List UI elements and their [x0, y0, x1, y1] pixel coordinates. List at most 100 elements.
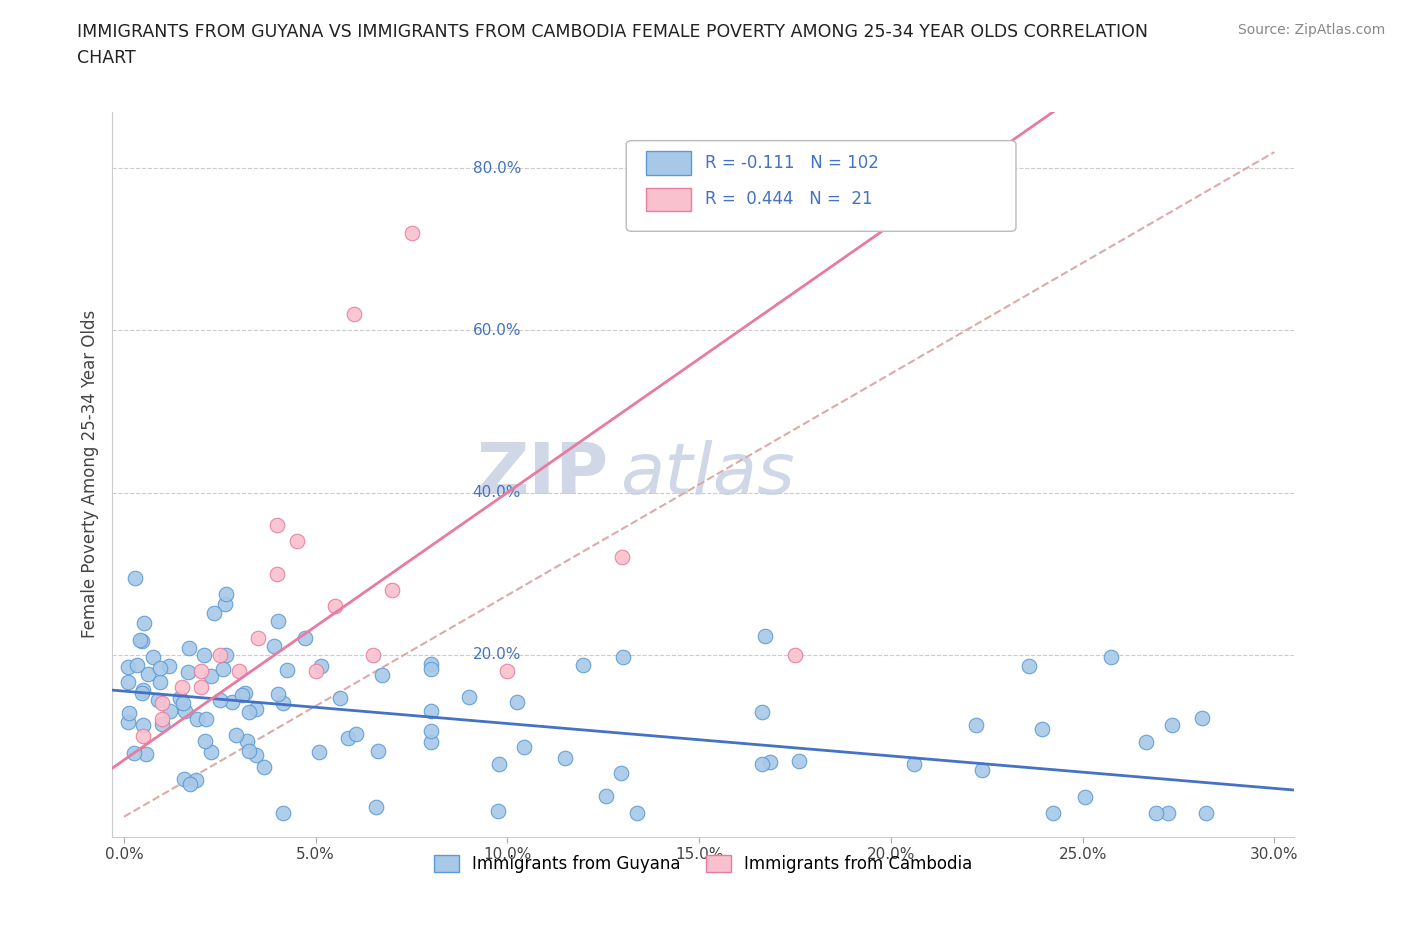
Point [233, 685, 256, 700]
Point [263, 639, 285, 654]
Point [371, 667, 394, 682]
Point [118, 705, 141, 720]
Point [173, 771, 195, 786]
Point [506, 695, 529, 710]
Point [496, 663, 519, 678]
Text: IMMIGRANTS FROM GUYANA VS IMMIGRANTS FROM CAMBODIA FEMALE POVERTY AMONG 25-34 YE: IMMIGRANTS FROM GUYANA VS IMMIGRANTS FRO… [77, 23, 1149, 41]
Point [1135, 735, 1157, 750]
Text: 80.0%: 80.0% [472, 161, 522, 176]
Point [208, 647, 231, 662]
Point [323, 599, 346, 614]
Point [266, 517, 288, 532]
Point [419, 735, 441, 750]
Point [157, 658, 180, 673]
Point [419, 703, 441, 718]
Point [193, 734, 215, 749]
Point [202, 605, 225, 620]
FancyBboxPatch shape [626, 140, 1017, 232]
Point [366, 800, 388, 815]
Point [1157, 805, 1180, 820]
Point [150, 696, 173, 711]
Point [267, 614, 290, 629]
Point [305, 663, 328, 678]
Point [486, 804, 509, 818]
Point [1042, 805, 1064, 820]
Point [211, 661, 233, 676]
Point [215, 587, 238, 602]
Point [419, 661, 441, 676]
Point [132, 683, 155, 698]
Point [228, 663, 250, 678]
Bar [647, 188, 692, 211]
Point [131, 633, 153, 648]
Point [150, 712, 173, 727]
Point [238, 704, 260, 719]
Y-axis label: Female Poverty Among 25-34 Year Olds: Female Poverty Among 25-34 Year Olds [80, 311, 98, 638]
Point [626, 805, 648, 820]
Point [1018, 659, 1040, 674]
Point [135, 747, 157, 762]
Point [1195, 805, 1218, 820]
Point [117, 660, 139, 675]
Point [903, 756, 925, 771]
Text: R =  0.444   N =  21: R = 0.444 N = 21 [706, 191, 873, 208]
Point [759, 754, 782, 769]
Point [972, 763, 994, 777]
Point [253, 760, 276, 775]
Point [122, 746, 145, 761]
Point [142, 649, 165, 664]
Point [150, 716, 173, 731]
Point [169, 690, 191, 705]
Point [214, 596, 236, 611]
Text: 40.0%: 40.0% [472, 485, 522, 500]
Legend: Immigrants from Guyana, Immigrants from Cambodia: Immigrants from Guyana, Immigrants from … [427, 848, 979, 880]
Point [965, 718, 987, 733]
Point [190, 680, 212, 695]
Point [132, 717, 155, 732]
Point [159, 703, 181, 718]
Point [1099, 650, 1122, 665]
Point [177, 640, 200, 655]
Point [419, 724, 441, 738]
Point [783, 647, 806, 662]
Point [367, 743, 389, 758]
Point [117, 715, 139, 730]
Text: ZIP: ZIP [477, 440, 609, 509]
Point [1144, 805, 1167, 820]
Point [131, 686, 153, 701]
Text: CHART: CHART [77, 49, 136, 67]
Point [193, 647, 215, 662]
Point [179, 777, 201, 791]
Point [513, 739, 536, 754]
Point [337, 730, 360, 745]
Point [186, 711, 208, 726]
Point [173, 703, 195, 718]
Point [149, 660, 172, 675]
Point [149, 675, 172, 690]
Text: R = -0.111   N = 102: R = -0.111 N = 102 [706, 154, 879, 172]
Text: atlas: atlas [620, 440, 794, 509]
Point [177, 665, 200, 680]
Point [285, 534, 308, 549]
Point [231, 688, 253, 703]
Point [225, 727, 247, 742]
Point [271, 696, 294, 711]
Point [488, 756, 510, 771]
Point [200, 668, 222, 683]
Point [554, 751, 576, 765]
Point [419, 657, 441, 671]
Point [238, 743, 260, 758]
Point [612, 650, 634, 665]
Point [184, 773, 207, 788]
Point [214, 647, 236, 662]
Point [1074, 790, 1097, 804]
Point [132, 728, 155, 743]
Point [146, 693, 169, 708]
Point [309, 658, 332, 673]
Bar [647, 152, 692, 175]
Point [194, 711, 217, 726]
Point [401, 226, 423, 241]
Point [247, 631, 270, 645]
Point [329, 690, 352, 705]
Point [200, 745, 222, 760]
